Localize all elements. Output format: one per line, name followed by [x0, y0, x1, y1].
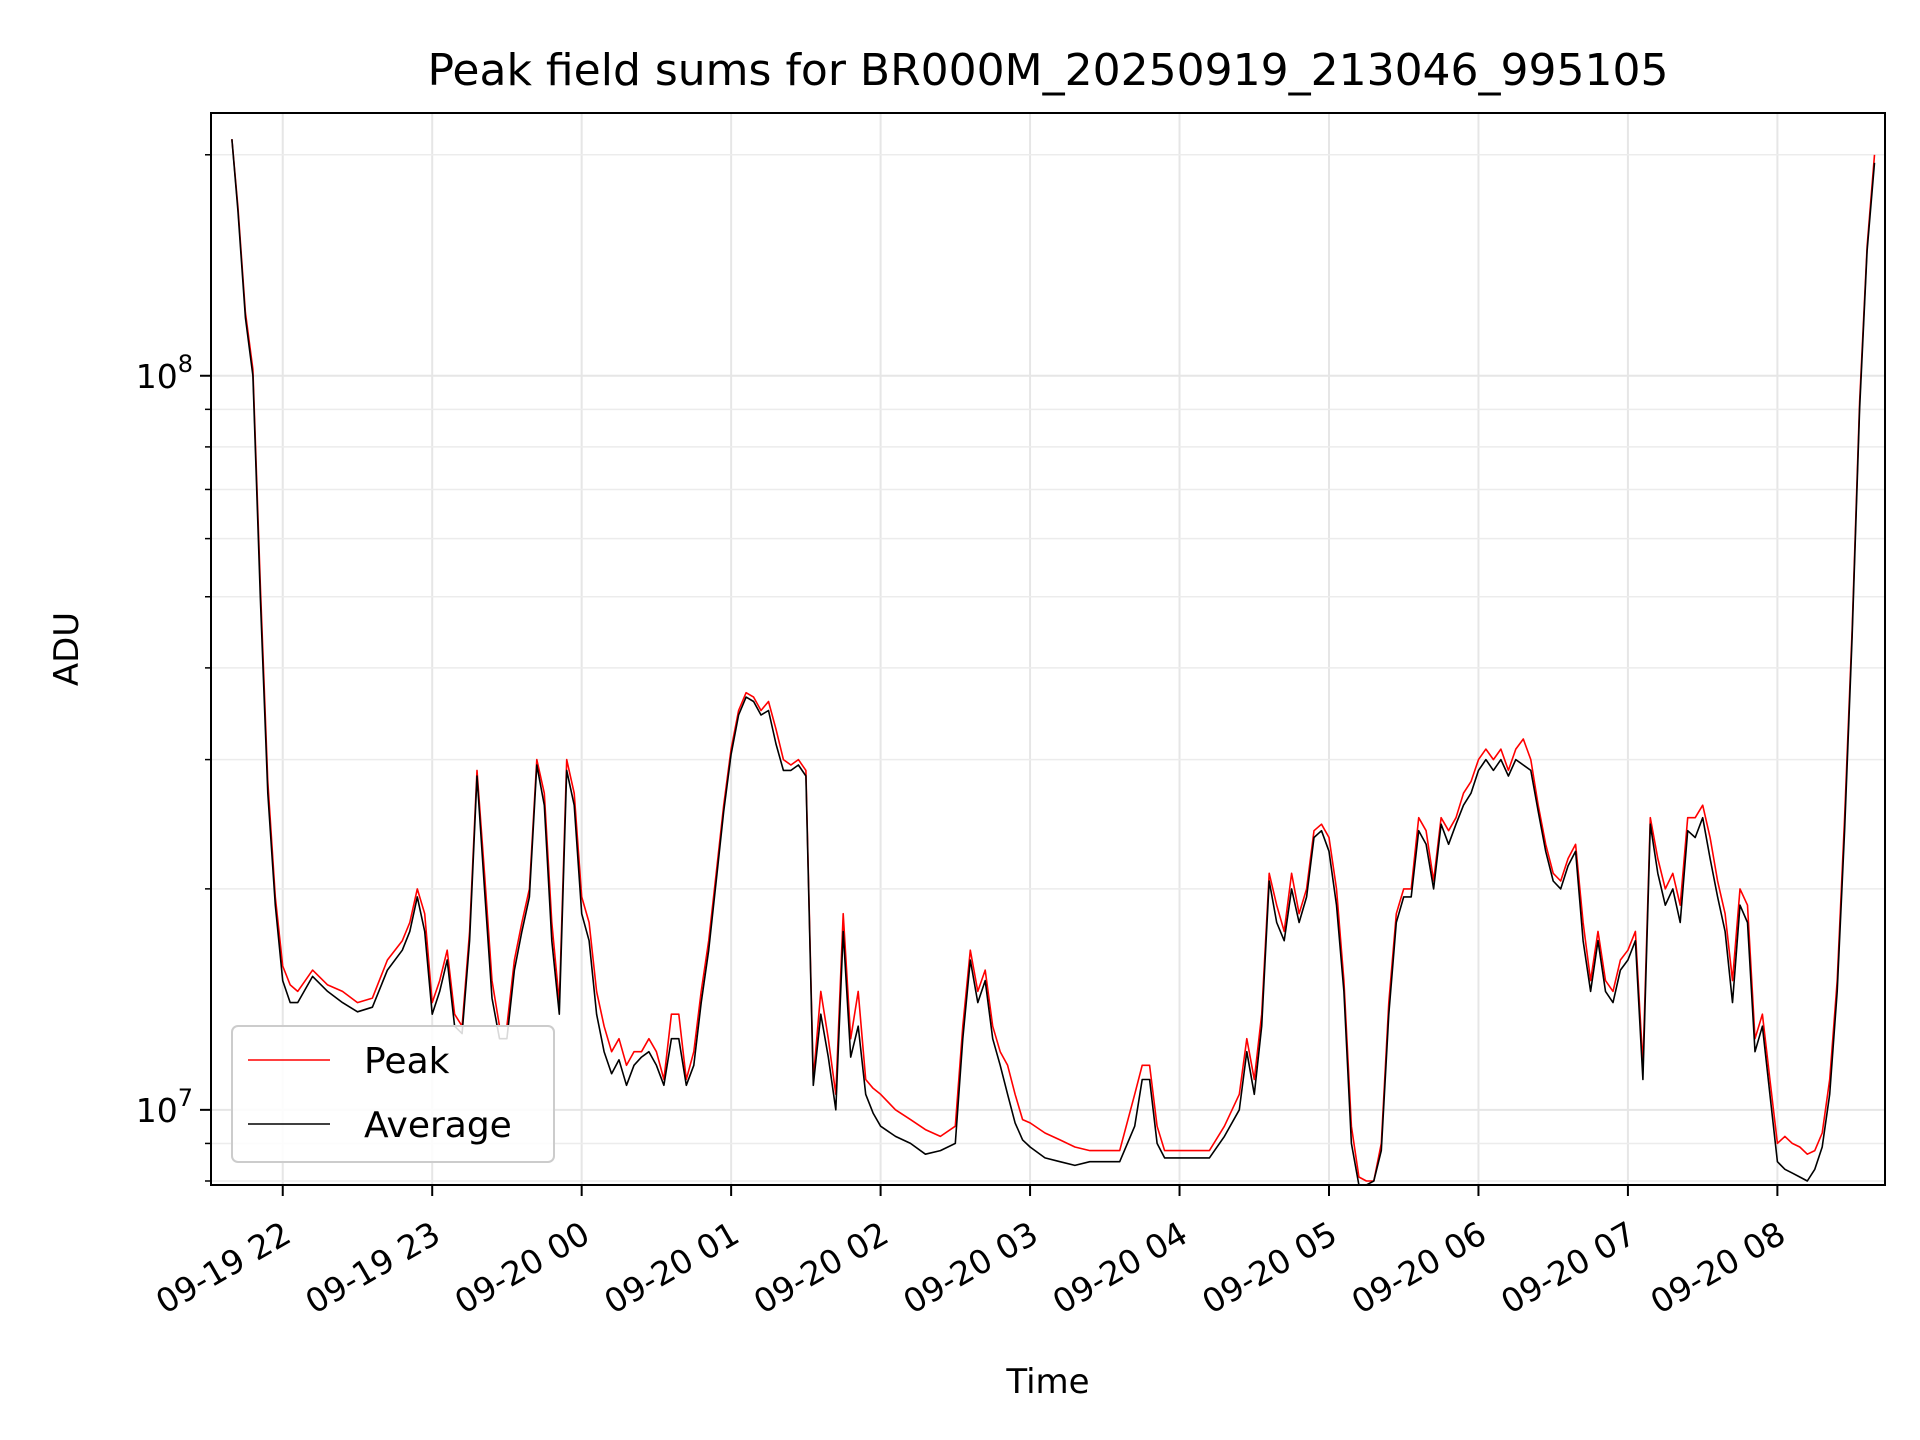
series-group [231, 139, 1876, 1185]
legend-label-peak: Peak [364, 1041, 450, 1082]
y-tick-label-base: 10 [136, 1091, 178, 1130]
y-tick-label: 107 [136, 1084, 193, 1130]
series-line-average [231, 139, 1876, 1185]
legend: Peak Average [231, 1025, 555, 1163]
chart-title: Peak field sums for BR000M_20250919_2130… [427, 45, 1668, 96]
series-line-peak [231, 139, 1876, 1182]
plot-area-frame [210, 112, 1886, 1186]
y-tick-label-exponent: 8 [178, 350, 193, 378]
y-tick-label-base: 10 [136, 357, 178, 396]
legend-label-average: Average [364, 1105, 512, 1146]
grid [211, 113, 1885, 1185]
x-axis-label: Time [1005, 1362, 1089, 1402]
y-tick-label-exponent: 7 [178, 1084, 193, 1112]
y-tick-label: 108 [136, 350, 193, 396]
y-axis-label: ADU [47, 612, 87, 686]
